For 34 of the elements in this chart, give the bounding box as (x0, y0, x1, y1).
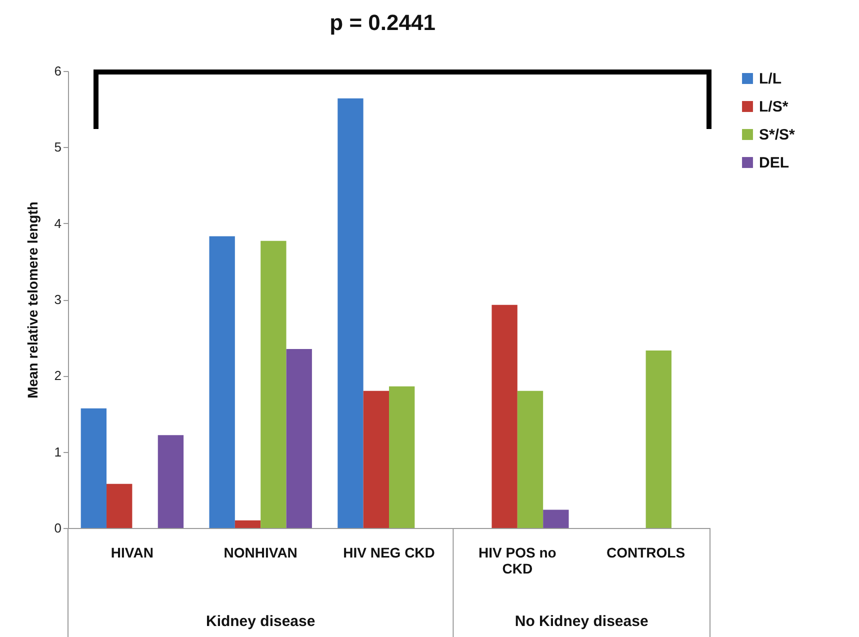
x-tick-label: CONTROLS (606, 544, 686, 560)
bar (389, 386, 415, 528)
y-tick-label: 6 (54, 64, 62, 78)
bar (338, 98, 364, 528)
y-tick-label: 2 (54, 368, 62, 384)
text: No Kidney disease (514, 613, 648, 630)
bar (158, 435, 184, 528)
text: Kidney disease (206, 613, 316, 630)
y-tick-label: 1 (54, 444, 62, 460)
x-tick-label: HIVAN (110, 544, 154, 560)
legend-label: L/S* (759, 98, 788, 116)
x-tick-label: HIV POS no CKD (478, 544, 556, 576)
x-tick-label: NONHIVAN (224, 544, 298, 560)
bar (646, 350, 672, 528)
bar (106, 484, 132, 528)
bar (517, 390, 544, 528)
y-axis-title: Mean relative telomere length (24, 202, 40, 398)
bar (543, 510, 569, 528)
bar (209, 236, 235, 528)
text: p = 0.2441 (330, 10, 436, 36)
y-tick-label: 0 (54, 520, 62, 536)
bar (286, 349, 312, 528)
x-tick-label: HIV NEG CKD (343, 544, 435, 560)
legend-label: S*/S* (759, 126, 796, 144)
legend-label: L/L (759, 70, 782, 88)
y-tick-label: 4 (54, 216, 62, 231)
bar (80, 408, 107, 528)
bar (260, 240, 286, 528)
legend-label: DEL (759, 154, 789, 172)
y-tick-label: 3 (54, 292, 62, 307)
bar (492, 304, 518, 528)
bar (234, 520, 261, 528)
y-tick-label: 5 (54, 140, 62, 155)
bar (363, 390, 389, 528)
